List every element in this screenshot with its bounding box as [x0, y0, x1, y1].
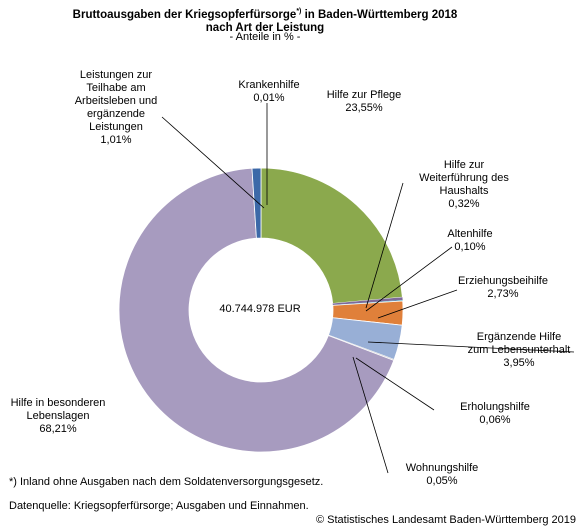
slice-group	[118, 167, 404, 453]
slice-10	[251, 167, 262, 239]
footnote: *) Inland ohne Ausgaben nach dem Soldate…	[9, 476, 324, 488]
chart-title: Bruttoausgaben der Kriegsopferfürsorge*)…	[72, 8, 458, 34]
slice-label-9: Hilfe in besonderen Lebenslagen 68,21%	[11, 397, 106, 435]
slice-label-7: Erholungshilfe 0,06%	[460, 401, 530, 426]
leader-line-6	[367, 341, 575, 353]
label-group: Krankenhilfe 0,01% Hilfe zur Pflege 23,55% H…	[11, 69, 571, 487]
slice-label-2: Hilfe zur Pflege 23,55%	[327, 89, 402, 114]
data-source: Datenquelle: Kriegsopferfürsorge; Ausgab…	[9, 500, 309, 512]
slice-label-3: Hilfe zur Weiterführung des Haushalts 0,32%	[419, 159, 509, 210]
leader-line-3	[365, 182, 404, 309]
slice-label-10: Leistungen zur Teilhabe am Arbeitsleben un…	[75, 69, 158, 146]
slice-2	[260, 167, 403, 304]
slice-label-4: Altenhilfe 0,10%	[447, 228, 492, 253]
leader-line-5	[377, 289, 458, 319]
slice-9	[118, 167, 395, 453]
center-total-label: 40.744.978 EUR	[219, 303, 300, 315]
slice-label-1: Krankenhilfe 0,01%	[238, 79, 299, 104]
leader-line-4	[365, 246, 453, 312]
slice-label-5: Erziehungsbeihilfe 2,73%	[458, 275, 548, 300]
slice-label-6: Ergänzende Hilfe zum Lebensunterhalt 3,95%	[468, 331, 571, 369]
leader-line-7	[355, 357, 435, 411]
leader-line-10	[161, 116, 265, 209]
slice-label-8: Wohnungshilfe 0,05%	[406, 462, 479, 487]
chart-subtitle: - Anteile in % -	[229, 31, 301, 43]
copyright: © Statistisches Landesamt Baden-Württemb…	[315, 514, 576, 526]
leader-line-8	[352, 356, 389, 474]
leader-line-group	[161, 103, 575, 474]
